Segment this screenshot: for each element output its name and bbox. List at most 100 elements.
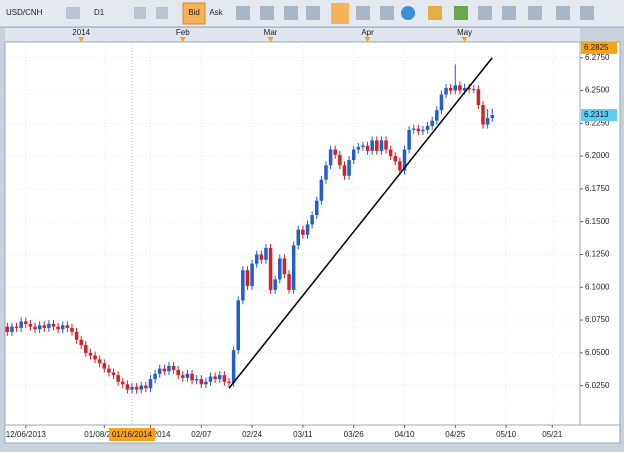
cursor-label-bg [109,428,156,441]
candle-body [259,254,264,260]
tool-icon[interactable] [502,6,516,20]
bid-button[interactable] [182,2,206,25]
y-tick-label: 6.1500 [585,217,610,226]
tool-icon[interactable] [284,6,298,20]
candle-body [458,85,462,91]
top-date-label: Feb [176,28,190,37]
candle-body [171,365,176,370]
candle-body [199,379,204,385]
x-tick-label: 05/21 [542,430,563,439]
x-tick-label: 02/07 [191,430,212,439]
candle-body [453,85,458,91]
tool-icon[interactable] [66,7,80,19]
candle-body [84,344,88,353]
tool-icon[interactable] [528,6,542,20]
candle-body [375,140,379,151]
candle-body [14,326,19,328]
top-date-strip [5,28,580,42]
candle-body [444,87,448,95]
y-tick-label: 6.1750 [585,184,610,193]
candle-body [287,274,291,290]
candle-body [181,375,185,378]
tool-icon[interactable] [260,6,274,20]
candle-body [208,376,213,382]
tool-icon[interactable] [428,6,442,20]
candle-body [130,386,134,390]
top-date-marker [461,37,468,42]
tool-icon[interactable] [401,6,415,20]
candle-body [102,363,107,369]
candle-body [282,258,287,275]
ask-label[interactable]: Ask [209,8,223,17]
bid-label[interactable]: Bid [188,8,200,17]
candle-body [167,365,171,372]
tool-icon[interactable] [134,7,146,19]
candle-body [125,384,130,390]
tool-icon[interactable] [331,3,349,24]
candle-body [407,129,411,150]
candle-body [361,145,365,147]
price-label-bg [581,41,617,54]
candle-body [222,375,227,382]
candle-body [93,355,97,360]
candle-body [218,375,222,380]
candle-body [51,324,56,327]
tool-icon[interactable] [478,6,492,20]
y-tick-label: 6.1250 [585,250,610,259]
x-axis-area [4,424,621,444]
x-tick-label: 03/26 [344,430,365,439]
candle-body [365,145,370,151]
toolbar-icons [236,3,594,24]
x-tick-label: 04/25 [445,430,466,439]
y-tick-label: 6.0250 [585,381,610,390]
x-tick-label: 01/08/2014 [84,430,125,439]
candle-body [65,325,70,328]
candle-body [448,87,453,91]
candle-body [467,87,471,90]
candle-body [485,118,490,125]
candle-body [338,154,342,166]
tool-icon[interactable] [556,6,570,20]
y-tick-label: 6.2750 [585,53,610,62]
candle-body [268,247,273,290]
candle-body [476,89,481,105]
candle-body [398,161,402,171]
tool-icon[interactable] [380,6,394,20]
candle-body [264,247,268,260]
symbol[interactable]: USD/CNH [6,8,43,17]
price-label: 6.2825 [584,43,609,52]
candle-body [416,128,421,132]
candle-body [319,179,324,201]
tool-icon[interactable] [454,6,468,20]
tool-icon[interactable] [356,6,370,20]
candle-body [134,386,139,390]
candle-body [148,379,153,389]
candle-body [97,359,102,364]
timeframe[interactable]: D1 [94,8,105,17]
tool-icon[interactable] [580,6,594,20]
top-date-marker [78,37,85,42]
candle-body [42,325,47,328]
candle-body [153,373,157,380]
candle-body [157,368,162,374]
tool-icon[interactable] [156,7,168,19]
candle-body [194,379,199,381]
candle-body [162,368,167,372]
candle-body [347,160,351,176]
y-tick-label: 6.0750 [585,315,610,324]
tool-icon[interactable] [236,6,250,20]
candle-body [370,140,374,151]
candle-body [227,381,231,384]
candle-body [411,128,416,130]
candle-body [435,110,439,121]
candle-body [425,125,430,130]
tool-icon[interactable] [306,6,320,20]
candle-body [490,115,495,119]
candle-body [245,270,250,286]
candle-body [28,324,33,327]
candle-body [24,321,28,325]
x-tick-label: 03/11 [293,430,313,439]
candle-body [356,146,361,150]
